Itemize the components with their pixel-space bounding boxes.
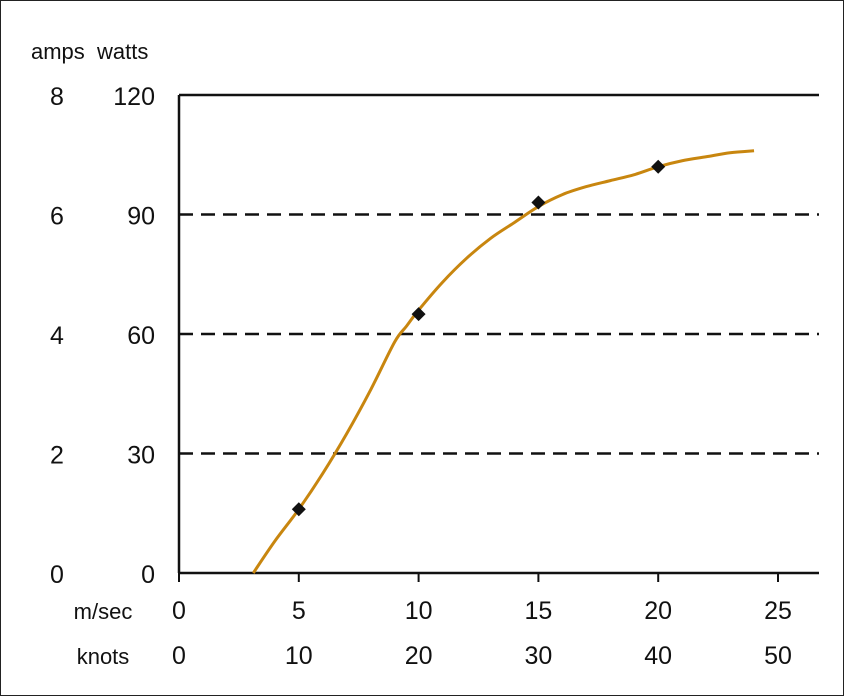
msec-tick-label: 25 [764, 597, 792, 625]
amps-tick-label: 0 [50, 561, 64, 589]
power-curve-line [252, 149, 755, 574]
x-axis-label-knots: knots [77, 644, 130, 669]
knots-tick-label: 0 [172, 642, 186, 670]
msec-tick-label: 20 [644, 597, 672, 625]
watts-tick-label: 60 [127, 322, 155, 350]
watts-tick-label: 120 [113, 83, 155, 111]
watts-tick-label: 30 [127, 442, 155, 470]
amps-tick-label: 4 [50, 322, 64, 350]
watts-tick-label: 90 [127, 203, 155, 231]
msec-tick-label: 5 [292, 597, 306, 625]
msec-tick-label: 10 [405, 597, 433, 625]
knots-tick-label: 30 [524, 642, 552, 670]
data-point-marker [291, 502, 306, 517]
y-axis-header-amps: amps [31, 39, 85, 64]
knots-tick-label: 10 [285, 642, 313, 670]
data-point-marker [651, 159, 666, 174]
msec-tick-label: 15 [524, 597, 552, 625]
amps-tick-label: 6 [50, 203, 64, 231]
msec-tick-label: 0 [172, 597, 186, 625]
amps-tick-label: 2 [50, 442, 64, 470]
amps-tick-label: 8 [50, 83, 64, 111]
knots-tick-label: 40 [644, 642, 672, 670]
knots-tick-label: 50 [764, 642, 792, 670]
y-axis-header-watts: watts [96, 39, 148, 64]
data-point-marker [531, 195, 546, 210]
x-axis-label-msec: m/sec [74, 599, 133, 624]
watts-tick-label: 0 [141, 561, 155, 589]
knots-tick-label: 20 [405, 642, 433, 670]
data-point-marker [411, 307, 426, 322]
